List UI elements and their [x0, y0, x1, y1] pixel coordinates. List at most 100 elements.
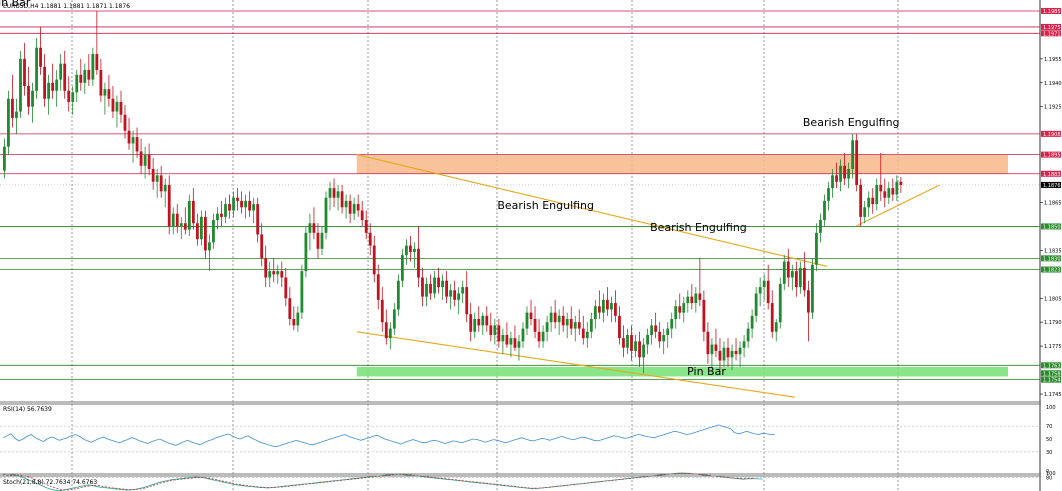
candle-body: [171, 213, 175, 227]
trendlines: [356, 154, 940, 398]
candle-body: [163, 184, 167, 192]
annotations: Pin Bar Bearish Engulfing Bearish Engulfin…: [0, 0, 900, 378]
candle-body: [610, 303, 613, 310]
candle-body: [340, 191, 344, 208]
candle-body: [794, 271, 798, 288]
candle-body: [493, 325, 497, 335]
candle-body: [268, 271, 272, 278]
candle-body: [244, 200, 247, 208]
candle-body: [831, 175, 834, 189]
symbol-info: EURUSD,H4 1.1881 1.1881 1.1871 1.1876: [3, 3, 130, 10]
candle-body: [457, 293, 461, 300]
candle-body: [770, 303, 774, 332]
stoch-signal-line: [2, 472, 755, 491]
level-label: 1.1975: [1043, 25, 1061, 31]
candle-body: [400, 255, 404, 281]
rsi-level-label: 30: [1046, 450, 1052, 456]
candle-body: [734, 350, 738, 355]
candle-body: [485, 315, 489, 326]
candle-body: [513, 338, 517, 348]
candle-body: [27, 85, 30, 107]
candle-body: [786, 261, 790, 278]
level-label: 1.1883: [1043, 172, 1061, 178]
candle-body: [521, 328, 525, 342]
candle-body: [489, 325, 493, 335]
candle-body: [264, 258, 268, 278]
candle-body: [396, 280, 400, 310]
candle-body: [843, 165, 846, 179]
candle-body: [372, 245, 376, 275]
candle-body: [328, 188, 332, 198]
candle-body: [537, 331, 541, 342]
candle-body: [481, 315, 485, 326]
candle-body: [123, 114, 127, 131]
candle-body: [409, 245, 412, 252]
candle-body: [19, 58, 22, 112]
candle-body: [565, 319, 569, 326]
candle-body: [67, 90, 71, 102]
candle-body: [847, 168, 850, 179]
candle-body: [726, 347, 730, 358]
candle-body: [465, 287, 469, 315]
candle-body: [642, 344, 645, 358]
stoch-label: Stoch(21,8,8) 72.7634 74.6763: [3, 479, 97, 486]
candle-body: [260, 234, 264, 259]
level-label-bg: [1041, 362, 1061, 369]
candle-body: [883, 191, 887, 198]
candle-body: [344, 200, 348, 208]
candle-body: [706, 331, 710, 355]
candle-body: [167, 184, 171, 227]
level-label-bg: [1041, 7, 1061, 14]
candle-body: [622, 338, 625, 348]
candle-body: [670, 319, 674, 329]
candle-body: [863, 207, 867, 217]
candle-body: [690, 296, 694, 304]
candle-body: [159, 175, 163, 192]
candle-body: [650, 325, 654, 335]
candle-body: [384, 322, 388, 339]
candle-body: [802, 267, 806, 291]
candle-body: [364, 220, 368, 233]
pattern-annotation: Pin Bar: [687, 365, 726, 378]
candle-body: [461, 287, 465, 294]
candle-body: [718, 350, 722, 361]
candle-body: [758, 287, 762, 294]
y-tick-label: 1.1805: [1044, 296, 1062, 302]
candle-body: [855, 140, 859, 185]
candle-body: [678, 306, 682, 313]
level-label-bg: [1041, 376, 1061, 383]
candle-body: [332, 188, 336, 198]
y-tick-label: 1.1940: [1044, 81, 1062, 87]
candle-body: [232, 197, 235, 211]
candle-body: [111, 98, 115, 112]
resistance-zone: [356, 154, 1008, 174]
candle-body: [421, 277, 424, 297]
candle-body: [417, 248, 420, 278]
candle-body: [505, 334, 509, 345]
candle-body: [23, 58, 26, 86]
level-label: 1.1823: [1043, 268, 1061, 274]
candle-body: [380, 299, 384, 323]
candle-body: [694, 293, 698, 304]
candle-body: [91, 54, 95, 80]
candle-body: [3, 146, 6, 171]
trendline: [854, 184, 940, 227]
candle-body: [7, 98, 10, 147]
candle-body: [658, 331, 662, 342]
y-tick-label: 1.1865: [1044, 201, 1062, 207]
candle-body: [95, 54, 99, 71]
candle-body: [823, 200, 826, 221]
candle-body: [15, 111, 18, 118]
y-tick-label: 1.1835: [1044, 248, 1062, 254]
candle-body: [208, 242, 211, 251]
pattern-annotation: Bearish Engulfing: [497, 199, 594, 212]
candle-body: [549, 312, 553, 323]
candle-body: [557, 315, 561, 323]
candle-body: [115, 101, 119, 112]
candle-body: [811, 264, 814, 313]
candle-body: [541, 331, 545, 342]
candle-body: [501, 334, 505, 342]
candle-body: [545, 322, 549, 332]
candle-body: [626, 334, 629, 348]
